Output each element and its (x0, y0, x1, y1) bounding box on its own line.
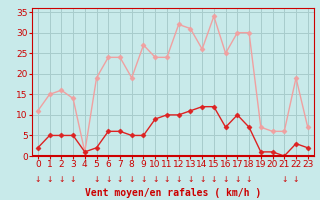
Text: ↓: ↓ (46, 175, 53, 184)
Text: ↓: ↓ (246, 175, 252, 184)
Text: ↓: ↓ (164, 175, 170, 184)
Text: ↓: ↓ (117, 175, 123, 184)
Text: ↓: ↓ (175, 175, 182, 184)
Text: ↓: ↓ (70, 175, 76, 184)
Text: ↓: ↓ (129, 175, 135, 184)
Text: ↓: ↓ (199, 175, 205, 184)
Text: ↓: ↓ (234, 175, 241, 184)
Text: ↓: ↓ (281, 175, 287, 184)
Text: Vent moyen/en rafales ( km/h ): Vent moyen/en rafales ( km/h ) (85, 188, 261, 198)
Text: ↓: ↓ (35, 175, 41, 184)
Text: ↓: ↓ (140, 175, 147, 184)
Text: ↓: ↓ (105, 175, 111, 184)
Text: ↓: ↓ (187, 175, 194, 184)
Text: ↓: ↓ (93, 175, 100, 184)
Text: ↓: ↓ (211, 175, 217, 184)
Text: ↓: ↓ (293, 175, 299, 184)
Text: ↓: ↓ (58, 175, 65, 184)
Text: ↓: ↓ (222, 175, 229, 184)
Text: ↓: ↓ (152, 175, 158, 184)
